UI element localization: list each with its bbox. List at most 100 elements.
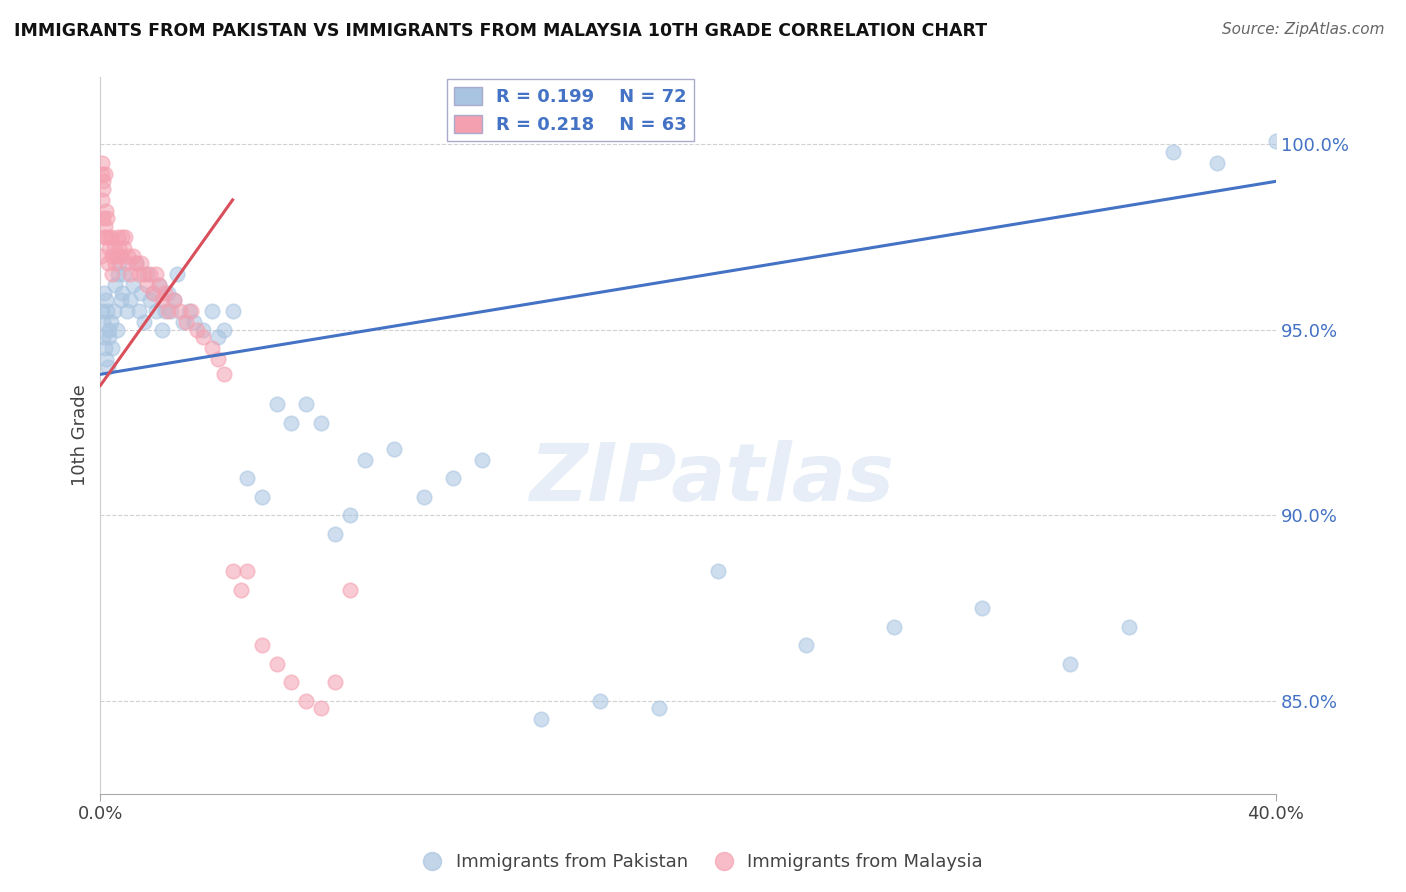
Point	[100, 315, 122, 329]
Point	[201, 342, 224, 356]
Point	[93, 285, 115, 300]
Point	[145, 304, 167, 318]
Point	[280, 675, 302, 690]
Point	[706, 564, 728, 578]
Point	[108, 241, 131, 255]
Point	[156, 304, 179, 318]
Point	[94, 293, 117, 307]
Point	[107, 230, 129, 244]
Point	[124, 256, 146, 270]
Point	[103, 304, 125, 318]
Point	[110, 293, 132, 307]
Point	[91, 315, 114, 329]
Point	[134, 267, 156, 281]
Point	[212, 323, 235, 337]
Point	[121, 249, 143, 263]
Point	[156, 285, 179, 300]
Point	[97, 256, 120, 270]
Point	[139, 267, 162, 281]
Point	[471, 452, 494, 467]
Point	[794, 638, 817, 652]
Point	[115, 304, 138, 318]
Point	[93, 230, 115, 244]
Point	[103, 241, 125, 255]
Point	[266, 397, 288, 411]
Point	[98, 241, 121, 255]
Point	[172, 315, 194, 329]
Point	[150, 293, 173, 307]
Point	[100, 249, 122, 263]
Point	[221, 304, 243, 318]
Point	[104, 256, 127, 270]
Point	[148, 278, 170, 293]
Point	[97, 323, 120, 337]
Point	[136, 278, 159, 293]
Point	[150, 323, 173, 337]
Point	[1265, 134, 1288, 148]
Point	[108, 256, 131, 270]
Point	[94, 204, 117, 219]
Point	[114, 230, 136, 244]
Text: IMMIGRANTS FROM PAKISTAN VS IMMIGRANTS FROM MALAYSIA 10TH GRADE CORRELATION CHAR: IMMIGRANTS FROM PAKISTAN VS IMMIGRANTS F…	[14, 22, 987, 40]
Point	[118, 267, 141, 281]
Point	[94, 167, 117, 181]
Point	[441, 471, 464, 485]
Point	[339, 508, 361, 523]
Point	[105, 323, 128, 337]
Point	[412, 490, 434, 504]
Point	[94, 342, 117, 356]
Point	[180, 304, 202, 318]
Point	[131, 256, 153, 270]
Point	[589, 694, 612, 708]
Point	[90, 304, 112, 318]
Point	[101, 267, 124, 281]
Point	[142, 285, 165, 300]
Point	[970, 601, 993, 615]
Point	[111, 285, 134, 300]
Point	[280, 416, 302, 430]
Point	[128, 267, 150, 281]
Point	[98, 330, 121, 344]
Point	[339, 582, 361, 597]
Point	[295, 397, 318, 411]
Point	[104, 278, 127, 293]
Point	[118, 293, 141, 307]
Point	[250, 638, 273, 652]
Point	[177, 304, 200, 318]
Point	[325, 527, 347, 541]
Point	[105, 249, 128, 263]
Point	[91, 193, 114, 207]
Point	[90, 156, 112, 170]
Point	[134, 315, 156, 329]
Point	[309, 701, 332, 715]
Point	[1161, 145, 1184, 159]
Point	[96, 230, 118, 244]
Point	[1206, 156, 1229, 170]
Point	[96, 211, 118, 226]
Point	[325, 675, 347, 690]
Point	[250, 490, 273, 504]
Point	[112, 241, 135, 255]
Point	[186, 323, 208, 337]
Point	[174, 315, 197, 329]
Point	[107, 267, 129, 281]
Point	[382, 442, 405, 456]
Point	[193, 330, 215, 344]
Point	[163, 293, 186, 307]
Point	[112, 267, 135, 281]
Point	[111, 230, 134, 244]
Point	[160, 304, 183, 318]
Point	[97, 230, 120, 244]
Point	[207, 352, 229, 367]
Point	[1118, 620, 1140, 634]
Point	[193, 323, 215, 337]
Point	[142, 285, 165, 300]
Point	[90, 167, 112, 181]
Point	[101, 342, 124, 356]
Point	[96, 304, 118, 318]
Point	[91, 182, 114, 196]
Point	[1059, 657, 1081, 671]
Point	[94, 219, 117, 233]
Point	[236, 471, 259, 485]
Point	[91, 174, 114, 188]
